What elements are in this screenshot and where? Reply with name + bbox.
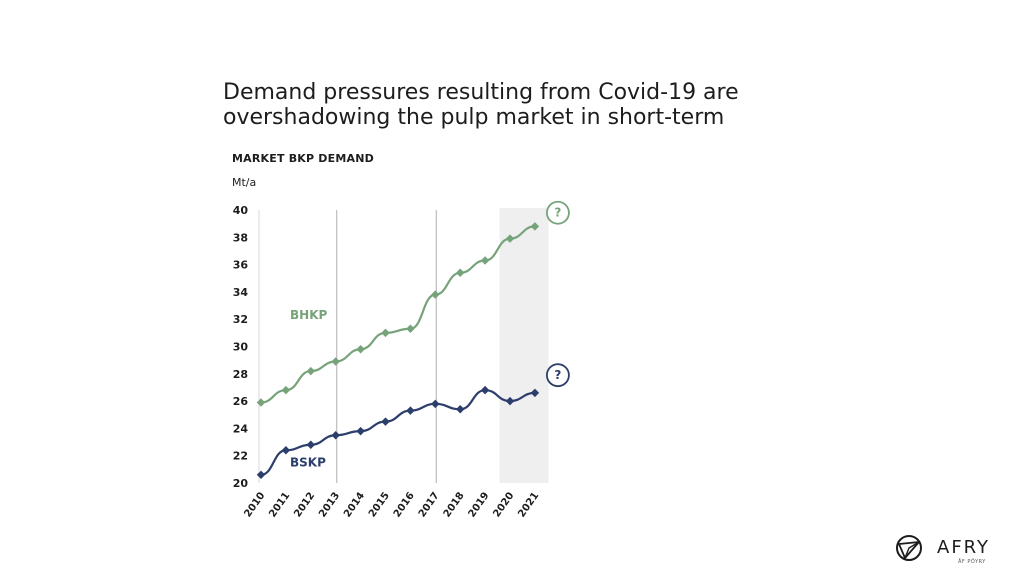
- y-tick-label-38: 38: [233, 231, 248, 244]
- data-point-bskp-2013: [331, 430, 340, 440]
- data-point-bhkp-2019: [480, 256, 490, 265]
- x-tick-label-2014: 2014: [342, 490, 367, 519]
- y-tick-label-28: 28: [233, 368, 248, 381]
- data-point-bhkp-2012: [306, 366, 316, 376]
- y-tick-label-22: 22: [233, 450, 248, 463]
- data-point-bskp-2010: [256, 470, 266, 480]
- question-mark-bskp: ?: [554, 368, 561, 382]
- data-point-bhkp-2018: [455, 268, 465, 278]
- data-point-bhkp-2016: [406, 324, 415, 333]
- y-tick-label-32: 32: [233, 313, 248, 326]
- data-point-bhkp-2013: [331, 357, 340, 366]
- period-divider-layer: [336, 210, 437, 483]
- data-point-bskp-2019: [480, 385, 490, 395]
- x-tick-label-2010: 2010: [242, 490, 267, 519]
- forecast-band-layer: [499, 208, 549, 483]
- question-marker-bskp: [546, 363, 570, 388]
- headline: Demand pressures resulting from Covid-19…: [223, 80, 843, 130]
- x-tick-label-2018: 2018: [442, 490, 467, 519]
- afry-subtitle: ÅF PÖYRY: [958, 559, 986, 565]
- afry-wordmark: AFRY: [937, 537, 991, 558]
- x-tick-label-2012: 2012: [292, 490, 317, 519]
- x-tick-label-2015: 2015: [367, 490, 392, 519]
- headline-line-2: overshadowing the pulp market in short-t…: [223, 105, 725, 130]
- x-tick-label-2013: 2013: [317, 490, 342, 519]
- data-point-bskp-2014: [356, 426, 365, 436]
- question-mark-bhkp: ?: [554, 206, 561, 220]
- label-layer: BHKP? BSKP?: [290, 200, 570, 470]
- data-point-bhkp-2015: [381, 328, 390, 338]
- data-point-bskp-2018: [455, 405, 465, 414]
- data-point-bhkp-2011: [281, 385, 291, 395]
- data-point-bhkp-2014: [356, 344, 365, 354]
- y-tick-label-40: 40: [233, 204, 249, 217]
- data-point-bskp-2020: [505, 396, 515, 406]
- data-point-bhkp-2010: [256, 398, 266, 407]
- data-point-bskp-2016: [406, 406, 415, 415]
- chart-title: MARKET BKP DEMAND: [232, 152, 374, 165]
- data-point-bskp-2017: [431, 399, 440, 409]
- data-point-bskp-2012: [306, 440, 316, 450]
- series-layer: [256, 222, 540, 480]
- y-tick-label-26: 26: [233, 395, 249, 408]
- data-point-bskp-2011: [281, 445, 291, 455]
- series-label-bhkp: BHKP: [290, 308, 327, 322]
- data-point-bskp-2015: [381, 417, 390, 426]
- y-tick-label-36: 36: [233, 259, 249, 272]
- y-tick-label-20: 20: [233, 477, 249, 490]
- headline-line-1: Demand pressures resulting from Covid-19…: [223, 80, 739, 105]
- x-tick-label-2016: 2016: [392, 490, 417, 519]
- data-point-bskp-2021: [530, 388, 540, 398]
- x-tick-label-2021: 2021: [516, 490, 541, 519]
- y-tick-label-34: 34: [233, 286, 249, 299]
- x-tick-label-2017: 2017: [417, 490, 442, 519]
- x-tick-label-2019: 2019: [467, 490, 492, 519]
- y-tick-label-24: 24: [233, 422, 249, 435]
- x-tick-label-2020: 2020: [491, 490, 516, 519]
- y-tick-label-30: 30: [233, 341, 249, 354]
- data-point-bhkp-2017: [431, 290, 440, 299]
- question-marker-bhkp: [546, 200, 570, 225]
- forecast-band: [499, 208, 549, 483]
- y-axis-unit-label: Mt/a: [232, 176, 257, 189]
- x-tick-label-2011: 2011: [267, 490, 292, 519]
- afry-logo-icon: [896, 535, 922, 561]
- series-label-bskp: BSKP: [290, 456, 326, 470]
